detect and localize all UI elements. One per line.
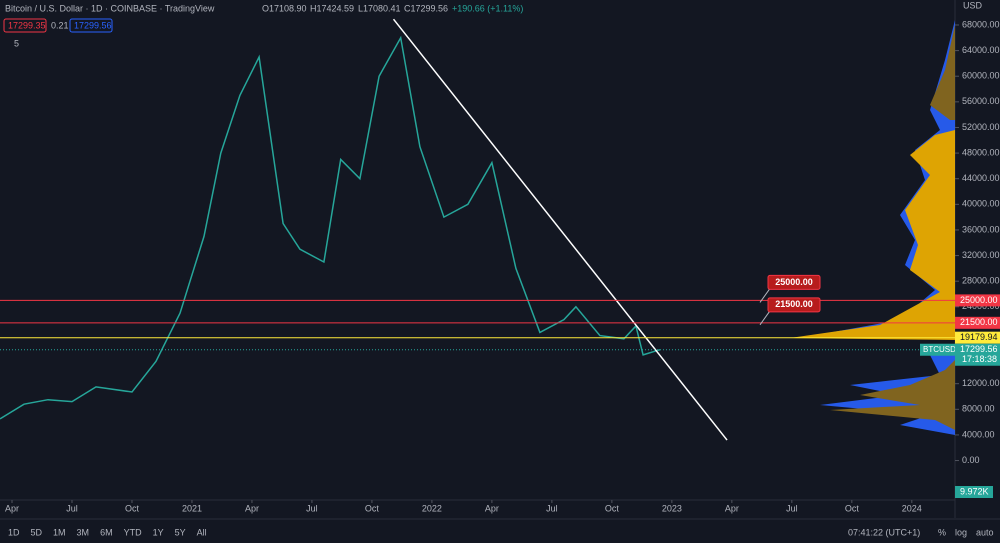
x-tick-label: Apr	[5, 503, 19, 513]
level-badge-label: 25000.00	[960, 295, 998, 305]
change: +190.66 (+1.11%)	[452, 3, 523, 13]
sell-price[interactable]: 17299.35	[8, 20, 46, 30]
x-tick-label: Apr	[245, 503, 259, 513]
y-tick-label: 64000.00	[962, 45, 1000, 55]
y-tick-label: 40000.00	[962, 199, 1000, 209]
x-tick-label: Jul	[546, 503, 558, 513]
y-tick-label: 0.00	[962, 455, 980, 465]
x-tick-label: Oct	[365, 503, 380, 513]
x-tick-label: 2023	[662, 503, 682, 513]
ohlc-close: C17299.56	[404, 3, 448, 13]
volume-profile	[790, 20, 955, 435]
ohlc-open: O17108.90	[262, 3, 307, 13]
callout-label: 21500.00	[775, 299, 813, 309]
percent-toggle[interactable]: %	[938, 527, 946, 537]
volume-label: 9.972K	[960, 486, 989, 496]
x-tick-label: Jul	[306, 503, 318, 513]
range-button[interactable]: 1Y	[153, 527, 164, 537]
y-tick-label: 56000.00	[962, 96, 1000, 106]
toolbar: 1D 5D 1M 3M 6M YTD 1Y 5Y All	[8, 527, 207, 537]
x-tick-label: Apr	[725, 503, 739, 513]
x-tick-label: Jul	[66, 503, 78, 513]
y-tick-label: 68000.00	[962, 19, 1000, 29]
clock: 07:41:22 (UTC+1)	[848, 527, 920, 537]
spread: 0.21	[51, 20, 69, 30]
x-tick-label: Oct	[605, 503, 620, 513]
y-tick-label: 44000.00	[962, 173, 1000, 183]
x-tick-label: Jul	[786, 503, 798, 513]
range-button[interactable]: 6M	[100, 527, 113, 537]
last-price-label: 17299.56	[960, 344, 998, 354]
range-button[interactable]: 3M	[77, 527, 90, 537]
x-tick-label: Oct	[845, 503, 860, 513]
y-tick-label: 8000.00	[962, 404, 995, 414]
callout-box	[767, 297, 821, 313]
symbol-title: Bitcoin / U.S. Dollar · 1D · COINBASE · …	[5, 3, 215, 13]
y-tick-label: 52000.00	[962, 122, 1000, 132]
buy-price[interactable]: 17299.56	[74, 20, 112, 30]
countdown: 17:18:38	[962, 354, 997, 364]
buy-button[interactable]	[69, 18, 113, 33]
x-tick-label: 2024	[902, 503, 922, 513]
symbol-badge	[920, 343, 955, 356]
level-badge	[955, 331, 1000, 344]
plot: 68000.00 64000.00 60000.00 56000.00 52000.00…	[0, 18, 1000, 513]
level-badge	[955, 316, 1000, 329]
y-tick-label: 32000.00	[962, 250, 1000, 260]
trend-line	[392, 18, 728, 441]
y-tick-label: 4000.00	[962, 429, 995, 439]
range-button[interactable]: 5D	[31, 527, 43, 537]
y-tick-label: 12000.00	[962, 378, 1000, 388]
y-tick-label: 60000.00	[962, 71, 1000, 81]
x-tick-label: Oct	[125, 503, 140, 513]
range-button[interactable]: YTD	[124, 527, 143, 537]
last-price-badge	[955, 343, 1000, 366]
callout-pointer	[759, 310, 771, 326]
callout-pointer	[759, 288, 771, 303]
level-badge	[955, 294, 1000, 307]
indicator-count[interactable]: 5	[14, 38, 19, 48]
callout-label: 25000.00	[775, 277, 813, 287]
ohlc-low: L17080.41	[358, 3, 401, 13]
y-tick-label: 48000.00	[962, 147, 1000, 157]
callout-box	[767, 274, 821, 290]
y-tick-label: 36000.00	[962, 224, 1000, 234]
x-tick-label: Apr	[485, 503, 499, 513]
y-tick-label: 28000.00	[962, 276, 1000, 286]
range-button[interactable]: 1D	[8, 527, 20, 537]
level-badge-label: 21500.00	[960, 317, 998, 327]
price-line	[0, 35, 661, 420]
currency: USD	[963, 0, 983, 10]
x-tick-label: 2021	[182, 503, 202, 513]
log-toggle[interactable]: log	[955, 527, 967, 537]
sell-button[interactable]	[3, 18, 47, 33]
level-badge-label: 19179.94	[960, 332, 998, 342]
range-button[interactable]: 1M	[53, 527, 66, 537]
ohlc-high: H17424.59	[310, 3, 354, 13]
volume-badge	[955, 486, 993, 498]
auto-toggle[interactable]: auto	[976, 527, 994, 537]
range-button[interactable]: 5Y	[175, 527, 186, 537]
range-button[interactable]: All	[197, 527, 207, 537]
x-tick-label: 2022	[422, 503, 442, 513]
symbol-label: BTCUSD	[923, 345, 956, 354]
